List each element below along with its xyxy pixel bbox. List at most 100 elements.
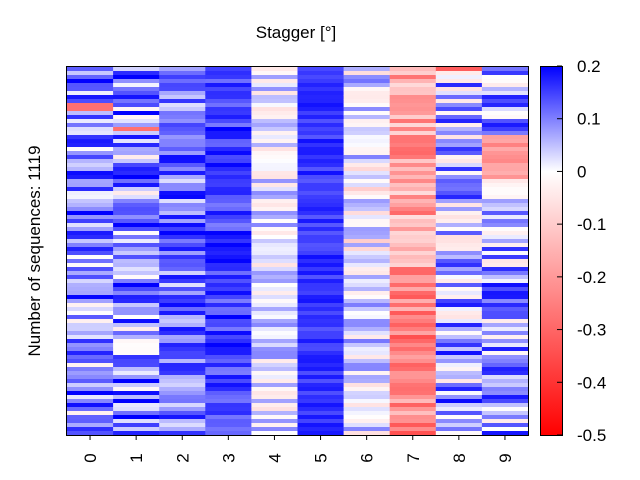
heatmap-cell xyxy=(343,199,391,204)
heatmap-cell xyxy=(159,99,206,104)
heatmap-cell xyxy=(389,135,437,140)
heatmap-cell xyxy=(113,423,160,428)
heatmap-cell xyxy=(159,227,206,232)
heatmap-cell xyxy=(67,123,114,128)
heatmap-cell xyxy=(113,147,160,152)
heatmap-cell xyxy=(67,431,114,436)
heatmap-cell xyxy=(67,247,114,252)
heatmap-cell xyxy=(205,331,252,336)
heatmap-cell xyxy=(205,167,252,172)
heatmap-cell xyxy=(159,207,206,212)
heatmap-cell xyxy=(435,167,483,172)
heatmap-cell xyxy=(435,67,483,72)
heatmap-cell xyxy=(481,203,529,208)
heatmap-cell xyxy=(435,207,483,212)
heatmap-cell xyxy=(343,191,391,196)
heatmap-cell xyxy=(251,351,299,356)
heatmap-cell xyxy=(435,91,483,96)
heatmap-cell xyxy=(481,263,529,268)
heatmap-cell xyxy=(205,319,252,324)
heatmap-cell xyxy=(389,227,437,232)
heatmap-cell xyxy=(481,151,529,156)
heatmap-cell xyxy=(435,311,483,316)
heatmap-cell xyxy=(205,71,252,76)
heatmap-cell xyxy=(389,155,437,160)
heatmap-cell xyxy=(343,75,391,80)
heatmap-cell xyxy=(113,307,160,312)
heatmap-cell xyxy=(159,359,206,364)
heatmap-cell xyxy=(435,79,483,84)
heatmap-cell xyxy=(159,431,206,436)
heatmap-cell xyxy=(113,415,160,420)
heatmap-cell xyxy=(481,243,529,248)
heatmap-cell xyxy=(481,131,529,136)
heatmap-cell xyxy=(297,323,345,328)
heatmap-cell xyxy=(251,119,299,124)
heatmap-cell xyxy=(67,139,114,144)
heatmap-cell xyxy=(251,395,299,400)
heatmap-cell xyxy=(297,271,345,276)
heatmap-cell xyxy=(113,67,160,72)
heatmap-cell xyxy=(159,215,206,220)
heatmap-cell xyxy=(343,331,391,336)
heatmap-cell xyxy=(389,187,437,192)
heatmap-cell xyxy=(297,179,345,184)
heatmap-cell xyxy=(113,95,160,100)
heatmap-cell xyxy=(205,235,252,240)
heatmap-cell xyxy=(481,299,529,304)
heatmap-cell xyxy=(297,255,345,260)
heatmap-cell xyxy=(205,231,252,236)
x-tick-label: 6 xyxy=(358,453,377,462)
heatmap-cell xyxy=(251,343,299,348)
heatmap-cell xyxy=(343,195,391,200)
heatmap-cell xyxy=(343,215,391,220)
heatmap-cell xyxy=(297,291,345,296)
heatmap-cell xyxy=(67,75,114,80)
heatmap-cell xyxy=(343,87,391,92)
heatmap-cell xyxy=(297,99,345,104)
heatmap-cell xyxy=(343,383,391,388)
heatmap-cell xyxy=(205,415,252,420)
heatmap-cell xyxy=(205,227,252,232)
heatmap-cell xyxy=(113,211,160,216)
heatmap-cell xyxy=(251,127,299,132)
heatmap-cell xyxy=(481,235,529,240)
heatmap-cell xyxy=(297,239,345,244)
heatmap-cell xyxy=(159,307,206,312)
heatmap-cell xyxy=(67,119,114,124)
heatmap-cell xyxy=(113,431,160,436)
heatmap-cell xyxy=(159,263,206,268)
heatmap-cell xyxy=(297,155,345,160)
heatmap-cell xyxy=(251,371,299,376)
heatmap-cell xyxy=(113,355,160,360)
heatmap-cell xyxy=(205,371,252,376)
heatmap-cell xyxy=(343,219,391,224)
heatmap-cell xyxy=(67,315,114,320)
heatmap-cell xyxy=(435,387,483,392)
heatmap-cell xyxy=(67,147,114,152)
heatmap-cell xyxy=(251,267,299,272)
heatmap-cell xyxy=(389,287,437,292)
heatmap-cell xyxy=(343,155,391,160)
heatmap-cell xyxy=(205,419,252,424)
heatmap-cell xyxy=(159,399,206,404)
heatmap-cell xyxy=(159,231,206,236)
heatmap-cell xyxy=(251,255,299,260)
heatmap-cell xyxy=(297,191,345,196)
heatmap-cell xyxy=(481,187,529,192)
heatmap-cell xyxy=(435,219,483,224)
heatmap-cell xyxy=(481,207,529,212)
heatmap-cell xyxy=(251,191,299,196)
heatmap-cell xyxy=(113,251,160,256)
heatmap-cell xyxy=(251,195,299,200)
heatmap-cell xyxy=(297,287,345,292)
heatmap-cell xyxy=(67,223,114,228)
heatmap-cell xyxy=(67,203,114,208)
heatmap-cell xyxy=(67,283,114,288)
heatmap-cell xyxy=(251,171,299,176)
heatmap-cell xyxy=(343,415,391,420)
heatmap-cell xyxy=(113,271,160,276)
heatmap-cell xyxy=(251,91,299,96)
heatmap-cell xyxy=(251,251,299,256)
